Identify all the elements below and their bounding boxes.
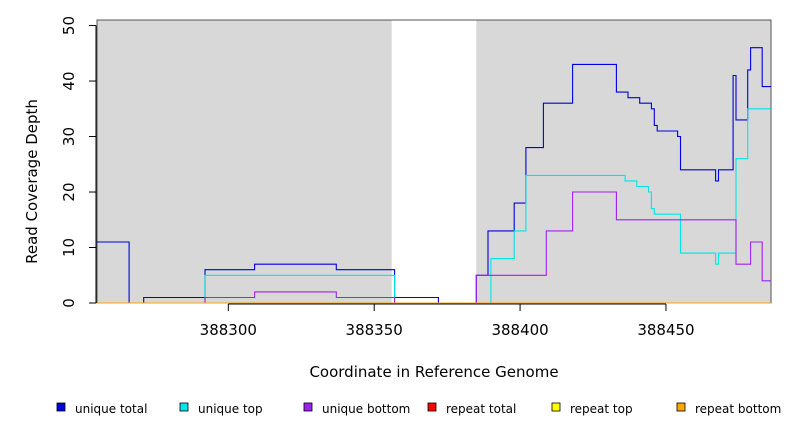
- shaded-region: [97, 20, 392, 303]
- y-axis: 0 10 20 30 40 50: [60, 16, 97, 308]
- y-tick-label: 10: [60, 238, 78, 257]
- legend-swatch: [179, 402, 189, 412]
- legend-item-unique-bottom: unique bottom: [303, 402, 410, 416]
- series-line-unique-top: [97, 108, 771, 304]
- legend-swatch: [56, 402, 66, 412]
- series-lines: [97, 47, 771, 304]
- x-axis: 388300 388350 388400 388450: [200, 303, 695, 339]
- y-tick-label: 50: [60, 16, 78, 35]
- y-axis-title: Read Coverage Depth: [23, 99, 41, 264]
- legend-swatch: [551, 402, 561, 412]
- legend-item-unique-top: unique top: [179, 402, 263, 416]
- legend-swatch: [676, 402, 686, 412]
- x-tick-label: 388300: [200, 321, 257, 339]
- x-tick-label: 388450: [637, 321, 694, 339]
- series-line-unique-total: [97, 47, 771, 304]
- y-tick-label: 40: [60, 71, 78, 90]
- shaded-region: [476, 20, 771, 303]
- legend-item-unique-total: unique total: [56, 402, 147, 416]
- legend-label: unique top: [198, 402, 263, 416]
- legend-swatch: [427, 402, 437, 412]
- legend-label: unique total: [75, 402, 147, 416]
- shaded-regions: [97, 20, 771, 303]
- legend-label: repeat bottom: [695, 402, 781, 416]
- legend-label: repeat total: [446, 402, 516, 416]
- series-line-unique-bottom: [97, 191, 771, 304]
- y-tick-label: 20: [60, 182, 78, 201]
- legend: unique total unique top unique bottom repea…: [56, 402, 781, 416]
- x-tick-label: 388400: [491, 321, 548, 339]
- y-tick-label: 0: [60, 298, 78, 308]
- legend-item-repeat-total: repeat total: [427, 402, 516, 416]
- legend-item-repeat-bottom: repeat bottom: [676, 402, 781, 416]
- legend-item-repeat-top: repeat top: [551, 402, 633, 416]
- legend-label: unique bottom: [322, 402, 410, 416]
- y-tick-label: 30: [60, 127, 78, 146]
- x-axis-title: Coordinate in Reference Genome: [309, 363, 558, 381]
- legend-label: repeat top: [570, 402, 633, 416]
- x-tick-label: 388350: [346, 321, 403, 339]
- legend-swatch: [303, 402, 313, 412]
